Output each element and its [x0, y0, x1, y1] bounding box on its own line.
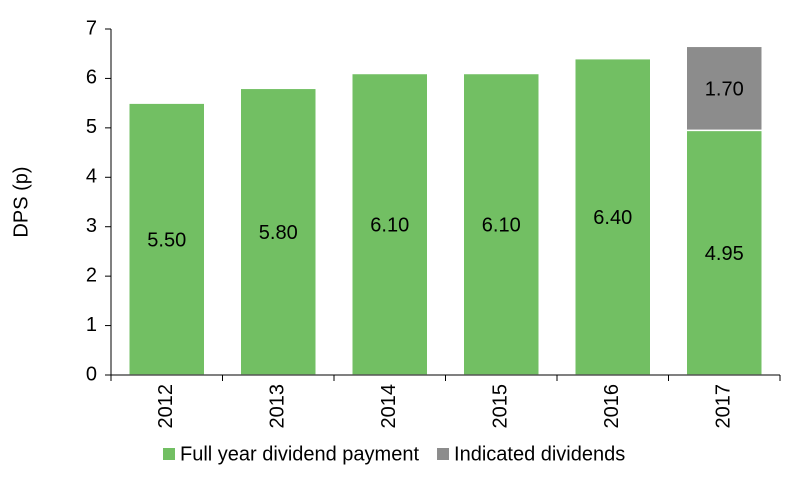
bar-segment	[574, 57, 652, 376]
data-label: 6.10	[370, 215, 409, 237]
legend-swatch	[163, 448, 175, 460]
bar-segment	[685, 45, 763, 132]
x-tick-label: 2017	[713, 384, 735, 429]
y-tick-label: 5	[86, 116, 97, 138]
legend-swatch	[437, 448, 450, 460]
y-tick-label: 3	[86, 215, 97, 237]
y-tick-label: 1	[86, 314, 97, 336]
y-tick-label: 4	[86, 166, 97, 188]
x-tick-label: 2016	[601, 384, 623, 429]
data-label: 4.95	[705, 243, 744, 265]
bar-segment	[351, 72, 429, 376]
y-tick-label: 6	[86, 67, 97, 89]
y-tick-label: 2	[86, 264, 97, 286]
data-label: 6.10	[482, 215, 521, 237]
data-label: 6.40	[593, 207, 632, 229]
x-tick-label: 2013	[267, 384, 289, 429]
data-label: 1.70	[705, 79, 744, 101]
bar-segment	[239, 87, 317, 376]
legend-label: Indicated dividends	[454, 443, 625, 465]
bar-segment	[462, 72, 540, 376]
y-tick-label: 7	[86, 17, 97, 39]
data-label: 5.80	[259, 222, 298, 244]
x-tick-label: 2012	[155, 384, 177, 429]
x-tick-label: 2014	[378, 384, 400, 429]
y-tick-label: 0	[86, 363, 97, 385]
y-axis-label: DPS (p)	[10, 166, 32, 237]
x-tick-label: 2015	[490, 384, 512, 429]
legend-label: Full year dividend payment	[180, 443, 419, 465]
bar-segment	[128, 102, 206, 376]
data-label: 5.50	[147, 229, 186, 251]
